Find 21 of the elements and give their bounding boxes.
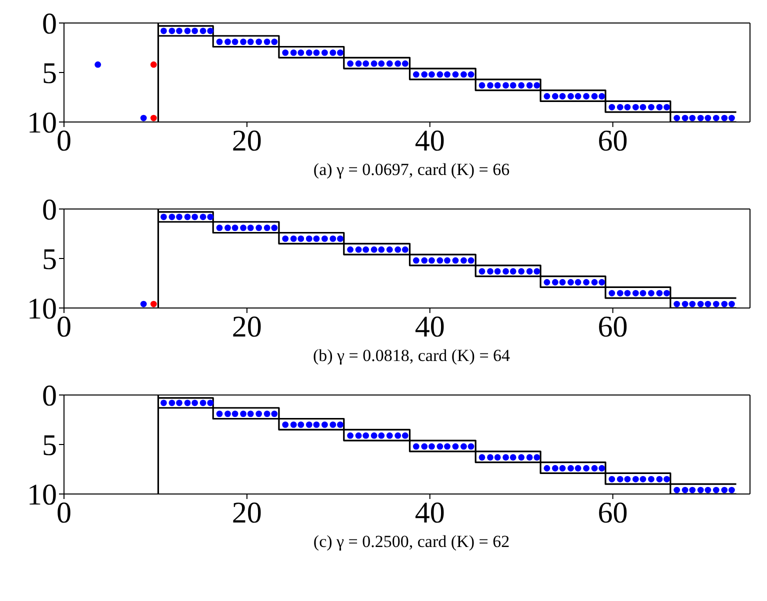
- y-tick-label: 5: [42, 57, 57, 90]
- x-tick-label: 60: [598, 310, 628, 344]
- y-tick-label: 0: [42, 194, 57, 227]
- y-tick-label: 5: [42, 243, 57, 276]
- text: (b) γ = 0.0818, card (K) = 64: [312, 346, 512, 366]
- y-tick-label: 5: [42, 429, 57, 462]
- text: (c) γ = 0.2500, card (K) = 62: [312, 532, 511, 552]
- y-tick-label: 0: [42, 380, 57, 413]
- y-tick-label: 0: [42, 8, 57, 41]
- y-tick-label: 10: [27, 106, 57, 140]
- x-tick-label: 20: [232, 496, 262, 530]
- x-tick-label: 60: [598, 124, 628, 158]
- text: (a) γ = 0.0697, card (K) = 66: [312, 160, 511, 180]
- y-tick-label: 10: [27, 478, 57, 512]
- x-tick-label: 40: [414, 496, 445, 530]
- x-tick-label: 20: [232, 124, 262, 158]
- x-tick-label: 40: [414, 310, 445, 344]
- x-tick-label: 60: [598, 496, 628, 530]
- x-tick-label: 40: [414, 124, 445, 158]
- x-tick-label: 20: [232, 310, 262, 344]
- y-tick-label: 10: [27, 292, 57, 326]
